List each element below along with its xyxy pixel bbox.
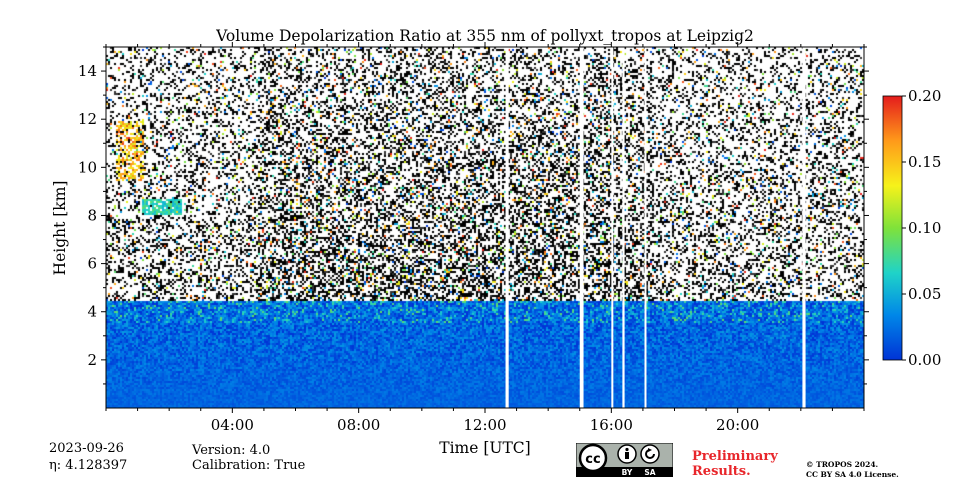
x-axis-label: Time [UTC] xyxy=(439,439,530,457)
by-label: BY xyxy=(622,468,633,477)
footer-version: Version: 4.0 xyxy=(192,443,271,458)
data-gaps xyxy=(505,47,806,408)
data-gap xyxy=(611,47,614,408)
x-tick-label: 04:00 xyxy=(211,416,254,434)
colorbar xyxy=(883,96,902,360)
preliminary-line2: Results. xyxy=(692,464,751,479)
x-tick-label: 12:00 xyxy=(463,416,506,434)
depolarization-heatmap xyxy=(106,47,864,408)
footer-calibration: Calibration: True xyxy=(192,458,306,473)
y-tick-label: 4 xyxy=(87,303,97,321)
colorbar-tick-label: 0.20 xyxy=(908,87,941,105)
footer-eta: η: 4.128397 xyxy=(49,458,128,473)
data-gap xyxy=(505,47,509,408)
x-axis-ticks: 04:00 08:00 12:00 16:00 20:00 xyxy=(105,42,865,434)
y-tick-label: 12 xyxy=(78,110,97,128)
copyright-text: © TROPOS 2024. xyxy=(806,460,879,469)
y-tick-label: 6 xyxy=(87,255,97,273)
chart-title: Volume Depolarization Ratio at 355 nm of… xyxy=(215,27,754,45)
preliminary-line1: Preliminary xyxy=(692,449,778,464)
data-gap xyxy=(644,47,647,408)
data-gap xyxy=(579,47,584,408)
y-tick-label: 2 xyxy=(87,351,97,369)
y-tick-label: 10 xyxy=(78,158,97,176)
cc-license-badge: cc BY SA xyxy=(576,443,673,477)
y-axis-ticks: 2 4 6 8 10 12 14 xyxy=(78,46,869,385)
x-tick-label: 08:00 xyxy=(337,416,380,434)
colorbar-tick-label: 0.10 xyxy=(908,219,941,237)
colorbar-ticks: 0.00 0.05 0.10 0.15 0.20 xyxy=(902,87,941,369)
data-gap xyxy=(622,47,625,408)
y-axis-label: Height [km] xyxy=(51,181,69,276)
license-note: © TROPOS 2024. CC BY SA 4.0 License. xyxy=(806,460,899,480)
preliminary-results-note: Preliminary Results. xyxy=(692,449,778,479)
cc-label: cc xyxy=(585,452,600,467)
heatmap-raster xyxy=(106,47,864,408)
colorbar-tick-label: 0.00 xyxy=(908,351,941,369)
x-tick-label: 16:00 xyxy=(590,416,633,434)
colorbar-tick-label: 0.15 xyxy=(908,153,941,171)
sa-label: SA xyxy=(644,468,655,477)
y-tick-label: 8 xyxy=(87,206,97,224)
data-gap xyxy=(802,47,806,408)
x-tick-label: 20:00 xyxy=(716,416,759,434)
attribution-icon xyxy=(617,444,637,464)
cc-logo-icon: cc xyxy=(578,443,608,473)
colorbar-tick-label: 0.05 xyxy=(908,285,941,303)
footer-date: 2023-09-26 xyxy=(49,441,124,456)
license-text: CC BY SA 4.0 License. xyxy=(806,470,899,479)
y-tick-label: 14 xyxy=(78,62,97,80)
share-alike-icon xyxy=(640,444,660,464)
